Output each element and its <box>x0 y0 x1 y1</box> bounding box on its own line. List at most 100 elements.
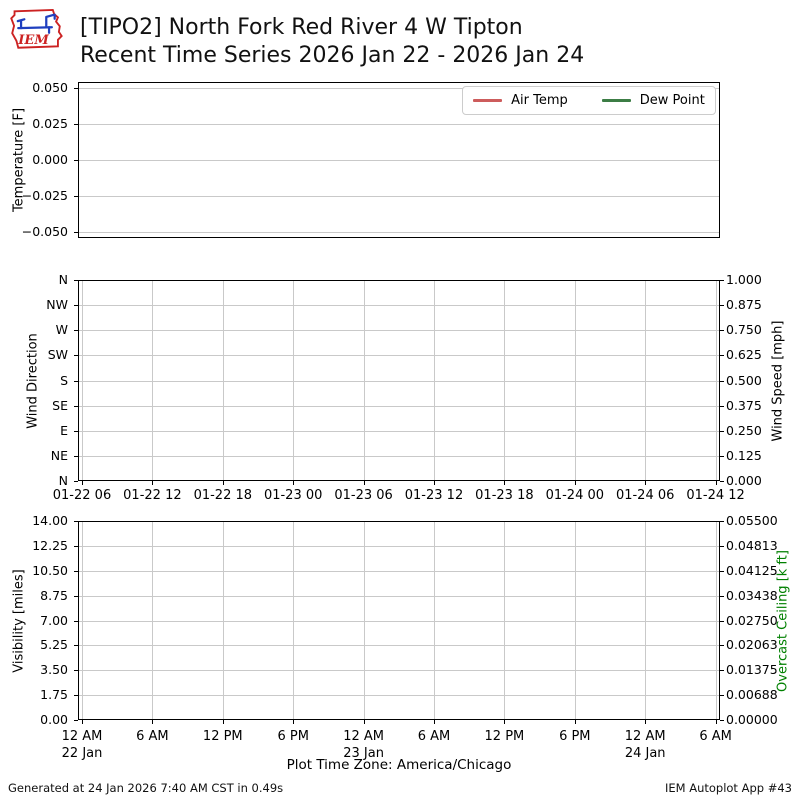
y-tick-label: 0.050 <box>32 80 68 95</box>
x-tick-label: 01-23 12 <box>404 488 464 503</box>
y-tick-mark <box>74 720 78 721</box>
x-tick-mark <box>293 481 295 485</box>
y-tick-label-right: 0.875 <box>726 297 762 313</box>
y-tick-label: 8.75 <box>40 587 68 603</box>
y-tick-label: 0.000 <box>32 152 68 167</box>
y-tick-label: NE <box>50 447 68 463</box>
y-tick-mark-right <box>720 305 724 307</box>
y-tick-mark <box>74 380 78 382</box>
plot-panel-1 <box>78 82 720 238</box>
y-tick-mark <box>74 521 78 522</box>
y-tick-mark-right <box>720 720 724 721</box>
x-tick-mark <box>82 481 83 485</box>
y-tick-label: S <box>60 372 68 388</box>
y-tick-mark-right <box>720 695 724 697</box>
y-tick-mark-right <box>720 595 724 597</box>
y-axis-label-left: Visibility [miles] <box>11 568 27 673</box>
y-tick-label: 3.50 <box>40 662 68 678</box>
x-tick-mark <box>504 720 506 724</box>
x-tick-label: 01-22 18 <box>193 488 253 503</box>
x-tick-mark <box>152 481 154 485</box>
y-tick-label-right: 0.04813 <box>726 537 778 553</box>
y-tick-label-right: 0.04125 <box>726 562 778 578</box>
y-axis-label-left: Temperature [F] <box>11 107 27 213</box>
y-tick-label-right: 0.02750 <box>726 612 778 628</box>
x-tick-mark <box>645 481 647 485</box>
figure-title: [TIPO2] North Fork Red River 4 W Tipton … <box>80 14 584 70</box>
y-tick-mark <box>74 695 78 697</box>
iem-logo: IEM <box>10 8 63 49</box>
legend-swatch <box>473 99 503 102</box>
y-tick-mark-right <box>720 645 724 647</box>
x-tick-label: 6 AM <box>699 729 732 744</box>
y-tick-mark <box>74 330 78 332</box>
x-tick-mark <box>434 720 435 724</box>
y-tick-mark <box>74 570 78 572</box>
y-tick-mark <box>74 455 78 457</box>
x-tick-label: 12 PM <box>202 729 243 744</box>
x-tick-label: 12 PM <box>484 729 525 744</box>
y-tick-mark-right <box>720 545 724 547</box>
y-tick-label-right: 0.250 <box>726 422 762 438</box>
legend-swatch <box>601 99 631 102</box>
y-tick-label: 0.025 <box>32 116 68 131</box>
x-tick-mark <box>363 481 365 485</box>
y-tick-mark <box>74 595 78 597</box>
x-tick-label: 01-22 06 <box>52 488 112 503</box>
y-tick-label-right: 0.500 <box>726 372 762 388</box>
y-tick-mark-right <box>720 521 724 522</box>
x-tick-mark <box>222 481 224 485</box>
x-tick-label: 12 AM <box>624 729 666 744</box>
x-tick-mark <box>715 481 717 485</box>
x-tick-label: 01-23 00 <box>263 488 323 503</box>
y-tick-mark-right <box>720 570 724 572</box>
y-tick-label: −0.025 <box>21 188 68 203</box>
y-axis-label-right: Wind Speed [mph] <box>770 320 786 441</box>
gridline-horizontal <box>78 595 720 597</box>
y-tick-label-right: 0.01375 <box>726 662 778 678</box>
y-tick-mark-right <box>720 670 724 672</box>
y-tick-mark-right <box>720 620 724 622</box>
legend-item-dew-point: Dew Point <box>601 93 705 108</box>
y-tick-label: 14.00 <box>32 513 68 528</box>
gridline-horizontal <box>78 455 720 457</box>
x-tick-mark <box>504 481 506 485</box>
y-tick-label-right: 0.02063 <box>726 637 778 653</box>
gridline-horizontal <box>78 380 720 382</box>
y-tick-mark-right <box>720 481 724 482</box>
y-tick-label: E <box>60 422 68 438</box>
y-tick-mark-right <box>720 280 724 281</box>
plot-panel-2 <box>78 280 720 481</box>
x-tick-label: 01-23 06 <box>334 488 393 503</box>
figure-title-line2: Recent Time Series 2026 Jan 22 - 2026 Ja… <box>80 43 585 68</box>
x-tick-label: 01-24 06 <box>615 488 675 503</box>
y-tick-mark-right <box>720 455 724 457</box>
y-tick-mark <box>74 160 78 161</box>
anemometer-glyph <box>16 13 56 34</box>
y-tick-label: −0.050 <box>21 224 68 239</box>
y-tick-mark <box>74 430 78 432</box>
y-tick-mark-right <box>720 405 724 407</box>
x-tick-label: 6 AM <box>136 729 169 744</box>
x-tick-mark <box>82 720 83 724</box>
gridline-horizontal <box>78 430 720 432</box>
y-tick-label: 0.00 <box>40 712 68 727</box>
y-tick-label: 1.75 <box>40 687 68 703</box>
footer: Generated at 24 Jan 2026 7:40 AM CST in … <box>0 781 800 795</box>
y-tick-label: 7.00 <box>40 612 68 628</box>
x-tick-mark <box>363 720 365 724</box>
gridline-horizontal <box>78 160 720 161</box>
y-tick-mark-right <box>720 330 724 332</box>
x-tick-mark <box>574 720 576 724</box>
y-tick-label: W <box>55 322 68 338</box>
x-tick-label: 6 PM <box>277 729 309 744</box>
y-tick-mark <box>74 670 78 672</box>
gridline-horizontal <box>78 330 720 332</box>
y-tick-label-right: 0.05500 <box>726 513 778 528</box>
y-tick-label: 12.25 <box>32 537 68 553</box>
y-tick-mark <box>74 481 78 482</box>
x-tick-sublabel: 24 Jan <box>624 746 666 761</box>
legend-label: Air Temp <box>511 93 568 108</box>
y-tick-label: 10.50 <box>32 562 68 578</box>
y-tick-mark <box>74 280 78 281</box>
